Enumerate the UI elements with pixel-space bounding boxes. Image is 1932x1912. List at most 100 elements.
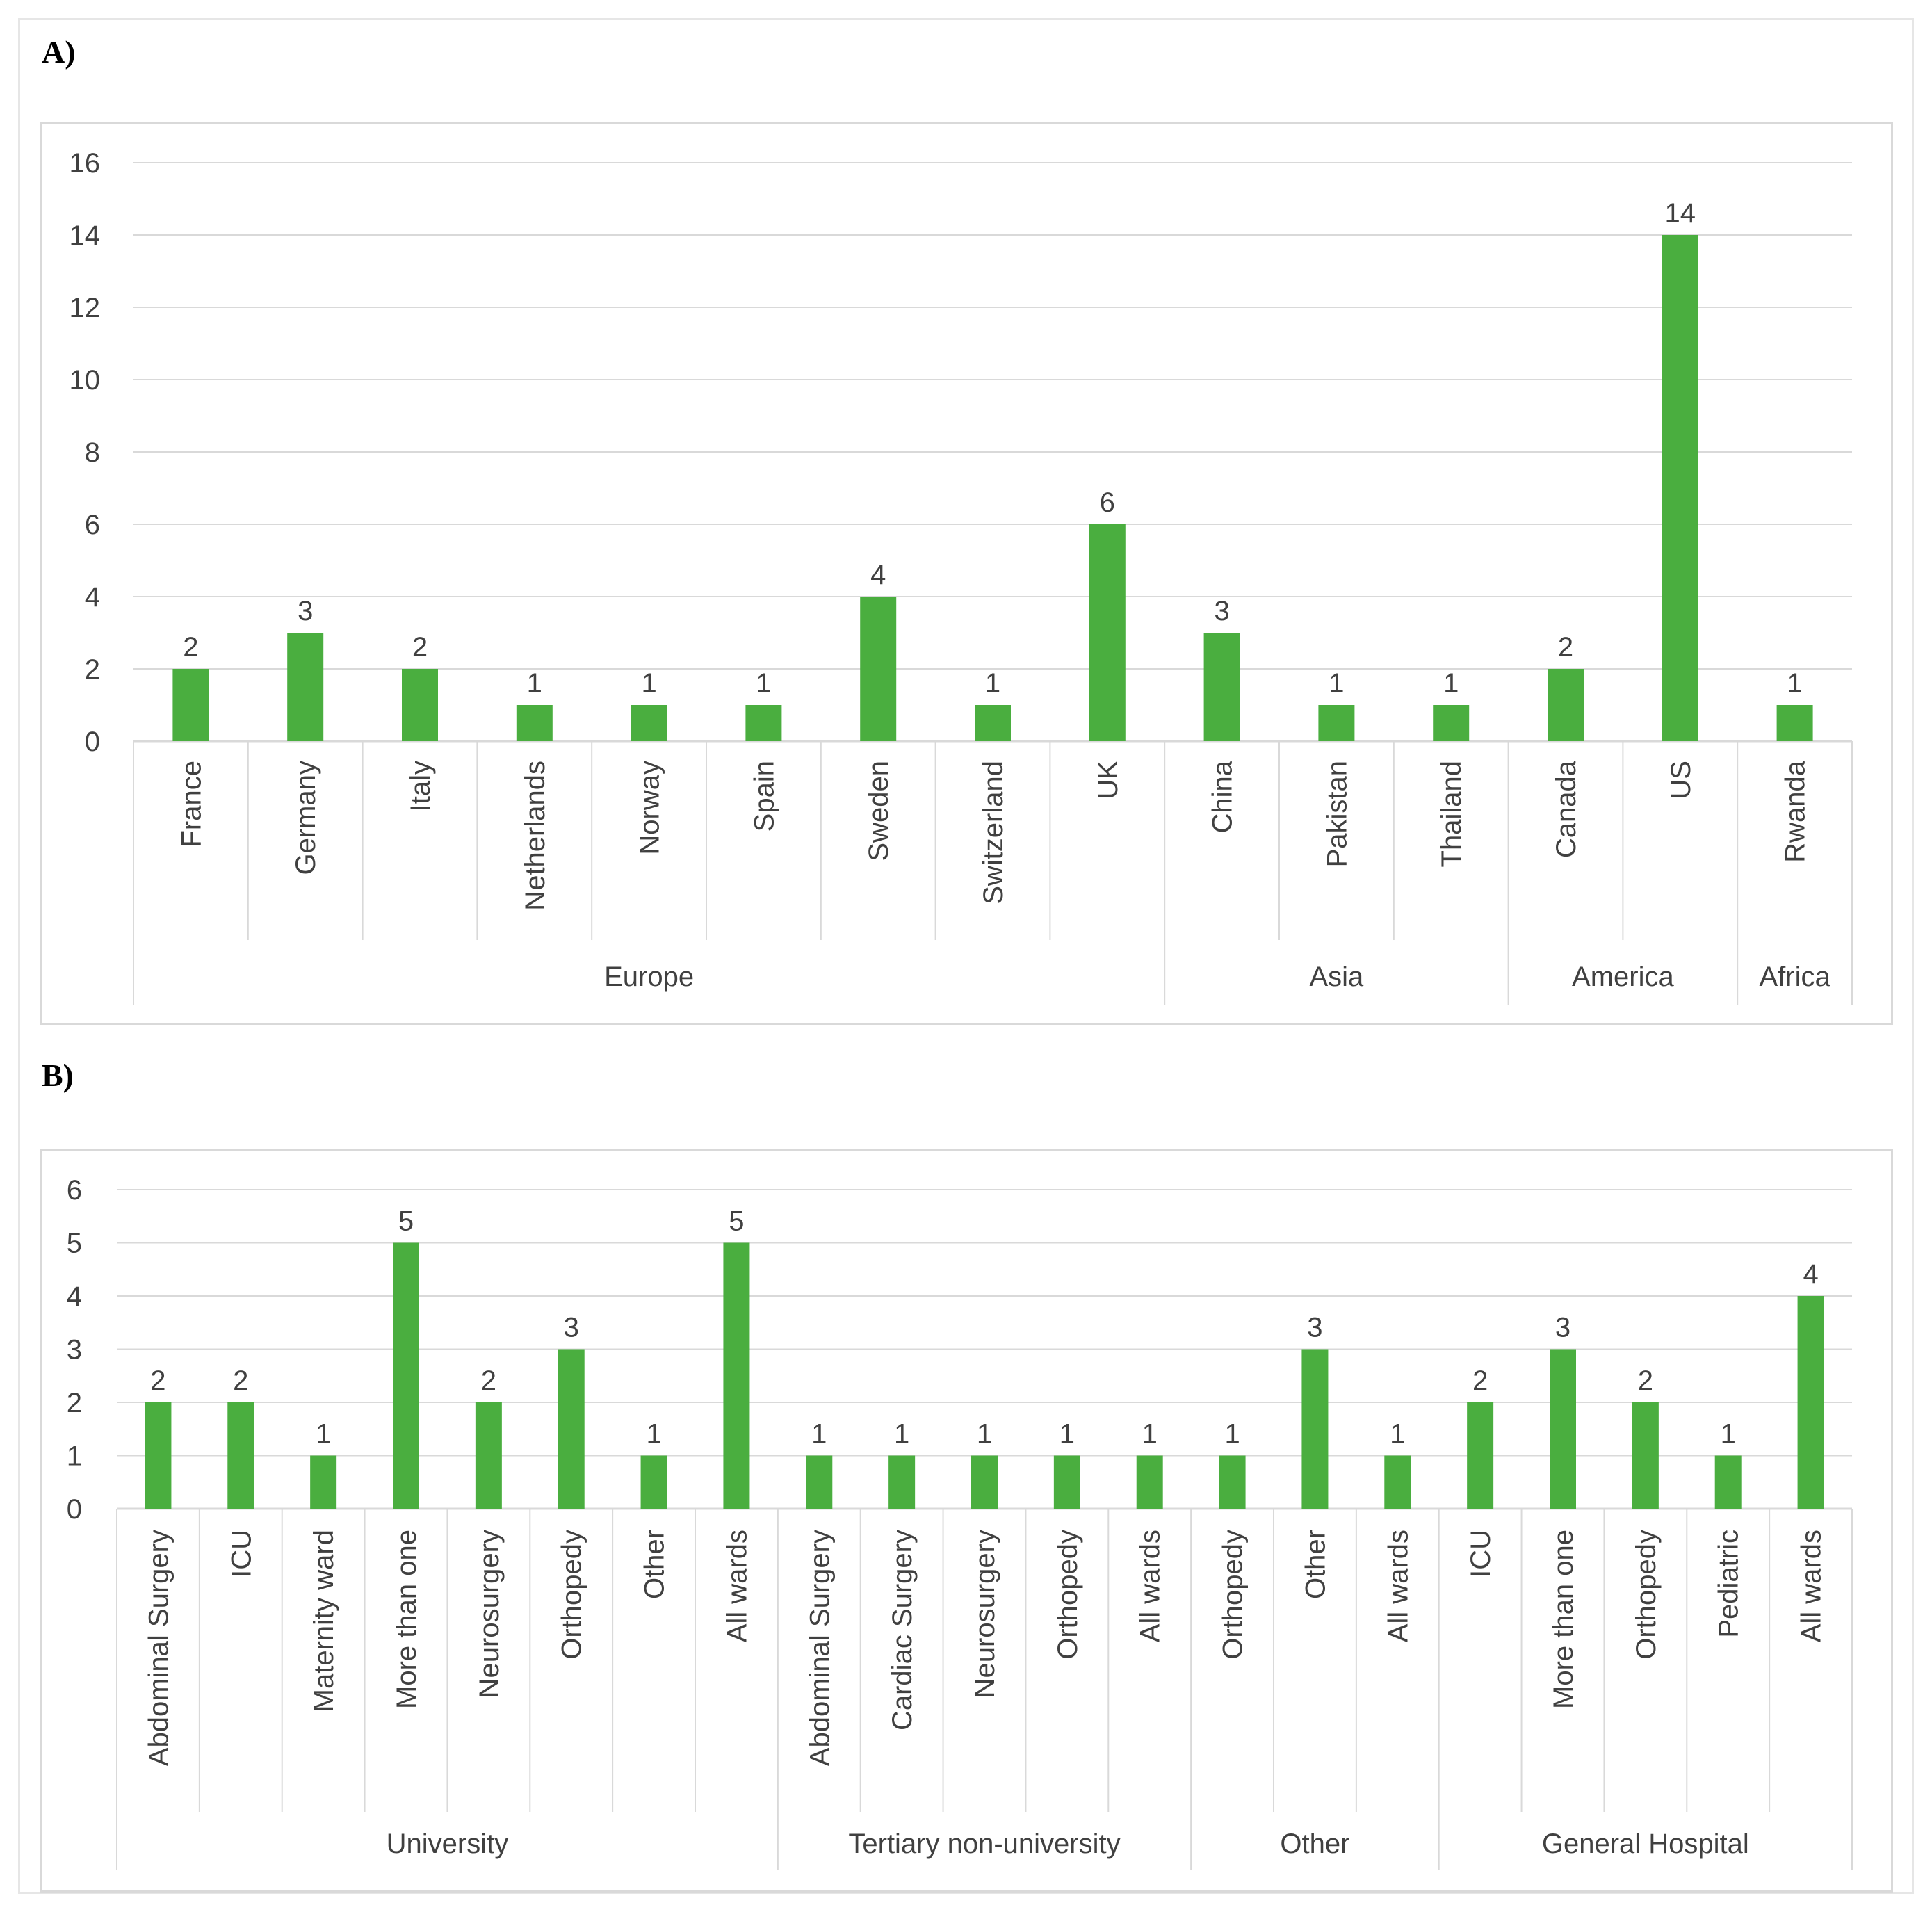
category-label: Norway	[635, 761, 665, 855]
data-label: 2	[1638, 1366, 1653, 1396]
data-label: 1	[1329, 668, 1344, 699]
bar	[640, 1455, 667, 1509]
data-label: 3	[1307, 1313, 1322, 1343]
data-label: 1	[756, 668, 771, 699]
y-tick-label: 4	[85, 582, 100, 613]
bar	[631, 705, 667, 741]
bar	[227, 1402, 254, 1509]
bar	[1467, 1402, 1494, 1509]
group-label: University	[387, 1829, 509, 1859]
group-label: America	[1572, 962, 1674, 992]
chart-a-frame	[40, 122, 1893, 1025]
bar	[1301, 1349, 1329, 1509]
category-label: More than one	[1548, 1530, 1579, 1709]
y-tick-label: 12	[70, 293, 101, 323]
data-label: 1	[1390, 1419, 1405, 1450]
bar	[1714, 1455, 1742, 1509]
data-label: 3	[298, 596, 313, 626]
group-label: Asia	[1309, 962, 1364, 992]
category-label: Neurosurgery	[970, 1530, 1000, 1698]
data-label: 2	[233, 1366, 248, 1396]
y-tick-label: 5	[67, 1229, 82, 1259]
bar	[1219, 1455, 1246, 1509]
y-tick-label: 2	[85, 654, 100, 685]
category-label: US	[1666, 761, 1696, 800]
category-label: Thailand	[1436, 761, 1467, 867]
group-label: Africa	[1759, 962, 1830, 992]
data-label: 6	[1100, 487, 1115, 518]
bar	[1548, 669, 1584, 741]
data-label: 1	[1142, 1419, 1158, 1450]
bar	[1550, 1349, 1576, 1509]
bar	[287, 633, 324, 741]
data-label: 1	[641, 668, 656, 699]
data-label: 3	[1555, 1313, 1570, 1343]
category-label: Other	[640, 1530, 670, 1599]
data-label: 2	[1558, 632, 1573, 663]
data-label: 1	[1060, 1419, 1075, 1450]
data-label: 1	[316, 1419, 331, 1450]
data-label: 1	[977, 1419, 992, 1450]
panel-b-label: B)	[42, 1058, 74, 1093]
bar	[860, 597, 897, 741]
bar	[1433, 705, 1470, 741]
data-label: 5	[398, 1206, 414, 1237]
data-label: 2	[1472, 1366, 1488, 1396]
bar	[475, 1402, 502, 1509]
data-label: 1	[1787, 668, 1802, 699]
y-tick-label: 0	[85, 727, 100, 757]
category-label: China	[1208, 760, 1238, 833]
category-label: All wards	[1383, 1530, 1413, 1642]
bar	[1662, 235, 1698, 741]
category-label: Netherlands	[520, 761, 551, 911]
panel-a-label: A)	[42, 34, 76, 70]
group-label: General Hospital	[1542, 1829, 1749, 1859]
chart-b-frame	[40, 1149, 1893, 1893]
y-tick-label: 8	[85, 437, 100, 468]
y-tick-label: 14	[70, 220, 101, 251]
category-label: Abdominal Surgery	[143, 1530, 174, 1766]
data-label: 1	[811, 1419, 827, 1450]
bar	[888, 1455, 916, 1509]
bar	[172, 669, 209, 741]
page-frame	[18, 18, 1914, 1894]
bar	[1318, 705, 1355, 741]
y-tick-label: 2	[67, 1388, 82, 1418]
data-label: 5	[729, 1206, 744, 1237]
data-label: 1	[1224, 1419, 1240, 1450]
bar	[745, 705, 782, 741]
data-label: 4	[1803, 1259, 1818, 1290]
data-label: 1	[527, 668, 542, 699]
category-label: Pakistan	[1322, 761, 1352, 867]
y-tick-label: 3	[67, 1335, 82, 1366]
category-label: Switzerland	[978, 761, 1009, 905]
category-label: Orthopedy	[1218, 1530, 1249, 1660]
category-label: UK	[1093, 761, 1123, 800]
bar	[1136, 1455, 1163, 1509]
category-label: Spain	[749, 761, 779, 832]
category-label: France	[176, 761, 206, 848]
bar	[516, 705, 553, 741]
bar	[1053, 1455, 1080, 1509]
bar	[1797, 1296, 1824, 1509]
data-label: 3	[1214, 596, 1229, 626]
data-label: 2	[183, 632, 198, 663]
data-label: 3	[564, 1313, 579, 1343]
bar	[310, 1455, 337, 1509]
data-label: 1	[1443, 668, 1459, 699]
y-tick-label: 10	[70, 365, 101, 396]
data-label: 1	[646, 1419, 661, 1450]
category-label: More than one	[391, 1530, 422, 1709]
group-label: Europe	[604, 962, 694, 992]
y-tick-label: 6	[85, 510, 100, 540]
category-label: Germany	[291, 761, 321, 875]
category-label: ICU	[1466, 1530, 1496, 1578]
bar	[558, 1349, 585, 1509]
category-label: Sweden	[863, 761, 894, 861]
group-label: Other	[1280, 1829, 1349, 1859]
data-label: 1	[1721, 1419, 1736, 1450]
category-label: Maternity ward	[309, 1530, 339, 1712]
category-label: ICU	[226, 1530, 257, 1578]
category-label: Abdominal Surgery	[804, 1530, 835, 1766]
